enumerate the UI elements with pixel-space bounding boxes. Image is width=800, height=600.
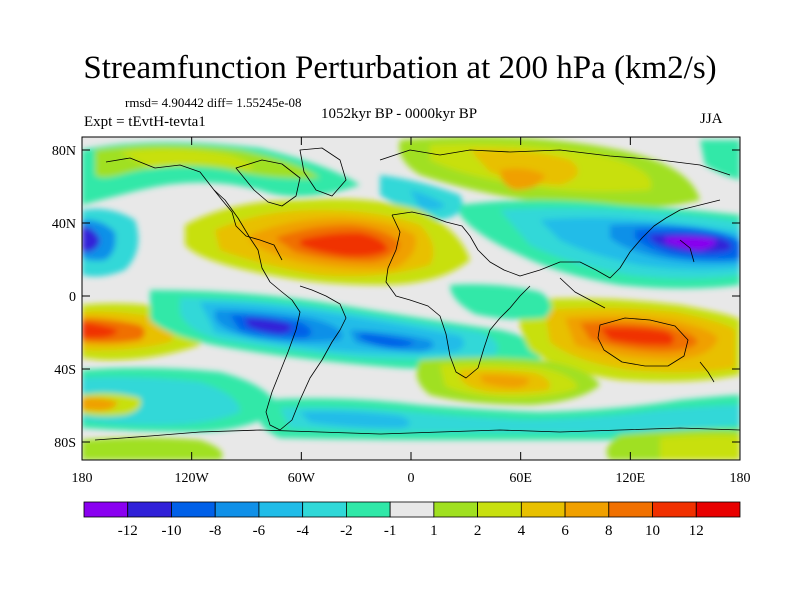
period-label: 1052kyr BP - 0000kyr BP	[321, 106, 478, 122]
x-tick-label: 120E	[616, 471, 646, 486]
colorbar-swatch	[652, 501, 697, 518]
y-tick-label: 80S	[54, 436, 76, 451]
coastlines	[94, 147, 740, 441]
x-tick-label: 0	[408, 471, 415, 486]
colorbar-swatch	[695, 501, 741, 518]
y-tick-label: 0	[69, 290, 76, 305]
colorbar-label: 2	[474, 523, 482, 539]
colorbar-label: -4	[296, 523, 309, 539]
colorbar-swatch	[433, 501, 479, 518]
colorbar-label: -8	[209, 523, 222, 539]
x-tick-label: 60E	[509, 471, 532, 486]
colorbar-label: -1	[384, 523, 397, 539]
colorbar-label: -2	[340, 523, 353, 539]
colorbar-label: 6	[561, 523, 569, 539]
y-tick-label: 40S	[54, 363, 76, 378]
colorbar-label: 12	[689, 523, 704, 539]
x-tick-label: 180	[730, 471, 751, 486]
colorbar-label: -6	[253, 523, 266, 539]
colorbar-swatch	[564, 501, 610, 518]
colorbar-label: 8	[605, 523, 613, 539]
colorbar-label: -12	[118, 523, 138, 539]
y-axis: 80N 40N 0 40S 80S	[52, 144, 740, 451]
colorbar-swatch	[171, 501, 216, 518]
colorbar-swatch	[302, 501, 347, 518]
colorbar-swatch	[83, 501, 129, 518]
x-axis: 180 120W 60W 0 60E 120E 180	[72, 137, 751, 486]
colorbar-swatch	[258, 501, 304, 518]
colorbar-label: -10	[161, 523, 181, 539]
colorbar-swatch	[389, 501, 435, 518]
y-tick-label: 40N	[52, 217, 76, 232]
colorbar-label: 10	[645, 523, 660, 539]
colorbar-swatch	[345, 501, 391, 518]
x-tick-label: 60W	[288, 471, 316, 486]
colorbar-swatch	[608, 501, 653, 518]
colorbar-label: 4	[518, 523, 526, 539]
colorbar-swatch	[127, 501, 172, 518]
experiment-label: Expt = tEvtH-tevta1	[84, 114, 206, 130]
colorbar: -12 -10 -8 -6 -4 -2 -1 1 2 4 6 8 10 12	[83, 501, 741, 539]
x-tick-label: 180	[72, 471, 93, 486]
colorbar-label: 1	[430, 523, 438, 539]
colorbar-swatch	[477, 501, 522, 518]
x-tick-label: 120W	[175, 471, 210, 486]
colorbar-swatch	[520, 501, 566, 518]
y-tick-label: 80N	[52, 144, 76, 159]
colorbar-swatch	[214, 501, 260, 518]
map-title: Streamfunction Perturbation at 200 hPa (…	[83, 50, 717, 86]
stats-line: rmsd= 4.90442 diff= 1.55245e-08	[125, 95, 302, 110]
contour-field	[82, 137, 740, 460]
season-label: JJA	[700, 111, 723, 127]
